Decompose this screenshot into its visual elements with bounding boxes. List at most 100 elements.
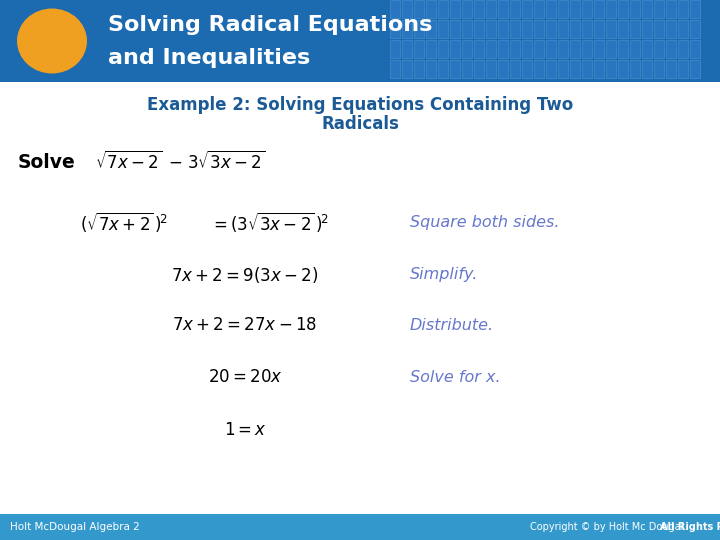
Text: Solve for x.: Solve for x. xyxy=(410,369,500,384)
FancyBboxPatch shape xyxy=(438,0,448,18)
FancyBboxPatch shape xyxy=(594,40,604,58)
FancyBboxPatch shape xyxy=(414,0,424,18)
FancyBboxPatch shape xyxy=(402,0,412,18)
FancyBboxPatch shape xyxy=(642,20,652,38)
FancyBboxPatch shape xyxy=(510,60,520,78)
FancyBboxPatch shape xyxy=(462,60,472,78)
FancyBboxPatch shape xyxy=(426,0,436,18)
FancyBboxPatch shape xyxy=(510,20,520,38)
FancyBboxPatch shape xyxy=(462,40,472,58)
FancyBboxPatch shape xyxy=(630,0,640,18)
Text: Solve: Solve xyxy=(18,152,76,172)
FancyBboxPatch shape xyxy=(546,60,556,78)
FancyBboxPatch shape xyxy=(582,40,592,58)
FancyBboxPatch shape xyxy=(474,0,484,18)
FancyBboxPatch shape xyxy=(438,40,448,58)
FancyBboxPatch shape xyxy=(390,0,400,18)
Text: $7x + 2 = 9(3x - 2)$: $7x + 2 = 9(3x - 2)$ xyxy=(171,265,319,285)
Text: Simplify.: Simplify. xyxy=(410,267,478,282)
FancyBboxPatch shape xyxy=(510,0,520,18)
FancyBboxPatch shape xyxy=(654,60,664,78)
FancyBboxPatch shape xyxy=(522,0,532,18)
FancyBboxPatch shape xyxy=(498,20,508,38)
Text: Copyright © by Holt Mc Dougal.: Copyright © by Holt Mc Dougal. xyxy=(530,522,690,532)
FancyBboxPatch shape xyxy=(642,0,652,18)
FancyBboxPatch shape xyxy=(486,60,496,78)
FancyBboxPatch shape xyxy=(498,40,508,58)
FancyBboxPatch shape xyxy=(486,20,496,38)
FancyBboxPatch shape xyxy=(594,20,604,38)
FancyBboxPatch shape xyxy=(474,60,484,78)
Text: $\sqrt{7x-2}$: $\sqrt{7x-2}$ xyxy=(95,151,162,173)
FancyBboxPatch shape xyxy=(390,60,400,78)
FancyBboxPatch shape xyxy=(594,60,604,78)
FancyBboxPatch shape xyxy=(498,0,508,18)
FancyBboxPatch shape xyxy=(414,20,424,38)
Text: $= \left(3\sqrt{3x-2}\,\right)^{\!2}$: $= \left(3\sqrt{3x-2}\,\right)^{\!2}$ xyxy=(210,210,328,234)
Text: Solving Radical Equations: Solving Radical Equations xyxy=(108,15,433,35)
FancyBboxPatch shape xyxy=(678,20,688,38)
FancyBboxPatch shape xyxy=(618,40,628,58)
FancyBboxPatch shape xyxy=(534,0,544,18)
FancyBboxPatch shape xyxy=(618,20,628,38)
FancyBboxPatch shape xyxy=(558,40,568,58)
FancyBboxPatch shape xyxy=(678,60,688,78)
FancyBboxPatch shape xyxy=(690,0,700,18)
FancyBboxPatch shape xyxy=(654,40,664,58)
FancyBboxPatch shape xyxy=(666,60,676,78)
FancyBboxPatch shape xyxy=(534,20,544,38)
FancyBboxPatch shape xyxy=(594,0,604,18)
Text: $7x + 2 = 27x - 18$: $7x + 2 = 27x - 18$ xyxy=(173,316,318,334)
FancyBboxPatch shape xyxy=(570,60,580,78)
FancyBboxPatch shape xyxy=(654,0,664,18)
Ellipse shape xyxy=(17,9,87,73)
FancyBboxPatch shape xyxy=(654,20,664,38)
FancyBboxPatch shape xyxy=(570,0,580,18)
FancyBboxPatch shape xyxy=(534,40,544,58)
FancyBboxPatch shape xyxy=(522,60,532,78)
FancyBboxPatch shape xyxy=(618,0,628,18)
FancyBboxPatch shape xyxy=(438,60,448,78)
Text: $- \ 3\sqrt{3x-2}$: $- \ 3\sqrt{3x-2}$ xyxy=(168,151,265,173)
FancyBboxPatch shape xyxy=(450,60,460,78)
Text: and Inequalities: and Inequalities xyxy=(108,48,310,68)
FancyBboxPatch shape xyxy=(582,20,592,38)
FancyBboxPatch shape xyxy=(618,60,628,78)
FancyBboxPatch shape xyxy=(522,20,532,38)
FancyBboxPatch shape xyxy=(402,60,412,78)
FancyBboxPatch shape xyxy=(534,60,544,78)
FancyBboxPatch shape xyxy=(606,0,616,18)
FancyBboxPatch shape xyxy=(558,60,568,78)
FancyBboxPatch shape xyxy=(570,20,580,38)
FancyBboxPatch shape xyxy=(426,60,436,78)
FancyBboxPatch shape xyxy=(522,40,532,58)
FancyBboxPatch shape xyxy=(390,20,400,38)
FancyBboxPatch shape xyxy=(390,40,400,58)
FancyBboxPatch shape xyxy=(438,20,448,38)
Text: All Rights Reserved.: All Rights Reserved. xyxy=(660,522,720,532)
FancyBboxPatch shape xyxy=(450,40,460,58)
FancyBboxPatch shape xyxy=(486,40,496,58)
FancyBboxPatch shape xyxy=(690,20,700,38)
FancyBboxPatch shape xyxy=(414,60,424,78)
FancyBboxPatch shape xyxy=(678,0,688,18)
FancyBboxPatch shape xyxy=(606,40,616,58)
FancyBboxPatch shape xyxy=(546,20,556,38)
FancyBboxPatch shape xyxy=(0,0,720,82)
FancyBboxPatch shape xyxy=(630,60,640,78)
FancyBboxPatch shape xyxy=(630,40,640,58)
FancyBboxPatch shape xyxy=(546,0,556,18)
FancyBboxPatch shape xyxy=(486,0,496,18)
Text: Radicals: Radicals xyxy=(321,115,399,133)
FancyBboxPatch shape xyxy=(510,40,520,58)
FancyBboxPatch shape xyxy=(498,60,508,78)
FancyBboxPatch shape xyxy=(558,20,568,38)
FancyBboxPatch shape xyxy=(462,20,472,38)
FancyBboxPatch shape xyxy=(474,20,484,38)
FancyBboxPatch shape xyxy=(666,20,676,38)
FancyBboxPatch shape xyxy=(462,0,472,18)
FancyBboxPatch shape xyxy=(426,40,436,58)
Text: $1 = x$: $1 = x$ xyxy=(223,421,266,439)
FancyBboxPatch shape xyxy=(642,40,652,58)
FancyBboxPatch shape xyxy=(582,0,592,18)
